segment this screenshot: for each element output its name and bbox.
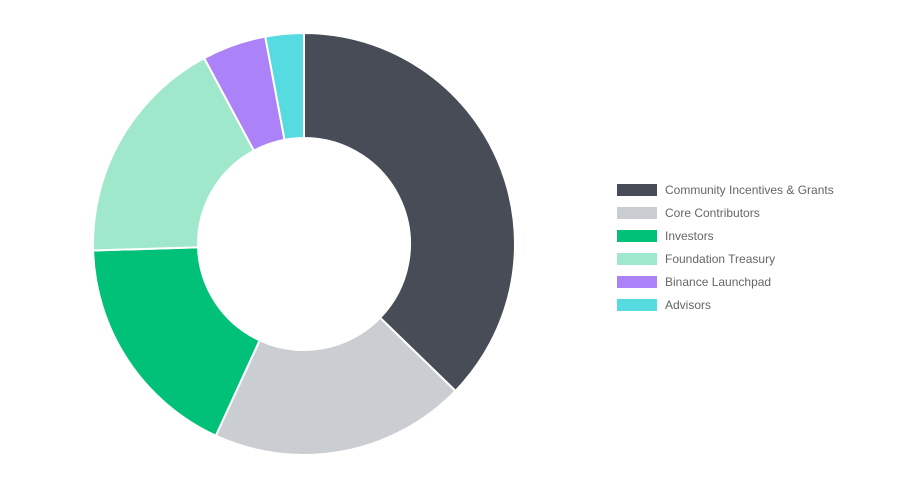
legend-item-community-incentives-grants[interactable]: Community Incentives & Grants	[617, 178, 834, 201]
legend-swatch	[617, 252, 657, 265]
doughnut-slices	[92, 31, 516, 456]
legend-label: Advisors	[665, 297, 712, 312]
legend-swatch	[617, 206, 657, 219]
legend-label: Core Contributors	[665, 205, 760, 220]
legend-label: Binance Launchpad	[665, 274, 772, 289]
legend-swatch	[617, 229, 657, 242]
legend-label: Community Incentives & Grants	[665, 182, 834, 197]
slice-advisors[interactable]	[264, 31, 305, 141]
slice-foundation-treasury[interactable]	[92, 56, 256, 252]
slice-investors[interactable]	[92, 246, 262, 438]
legend-label: Investors	[665, 228, 714, 243]
legend-swatch	[617, 275, 657, 288]
legend-item-binance-launchpad[interactable]: Binance Launchpad	[617, 270, 834, 293]
legend-item-advisors[interactable]: Advisors	[617, 293, 834, 316]
legend-item-foundation-treasury[interactable]: Foundation Treasury	[617, 247, 834, 270]
slice-community-incentives-grants[interactable]	[303, 31, 516, 393]
chart-legend: Community Incentives & Grants Core Contri…	[617, 178, 834, 316]
legend-label: Foundation Treasury	[665, 251, 776, 266]
legend-item-core-contributors[interactable]: Core Contributors	[617, 201, 834, 224]
legend-swatch	[617, 298, 657, 311]
legend-swatch	[617, 183, 657, 196]
slice-core-contributors[interactable]	[214, 316, 457, 456]
legend-item-investors[interactable]: Investors	[617, 224, 834, 247]
